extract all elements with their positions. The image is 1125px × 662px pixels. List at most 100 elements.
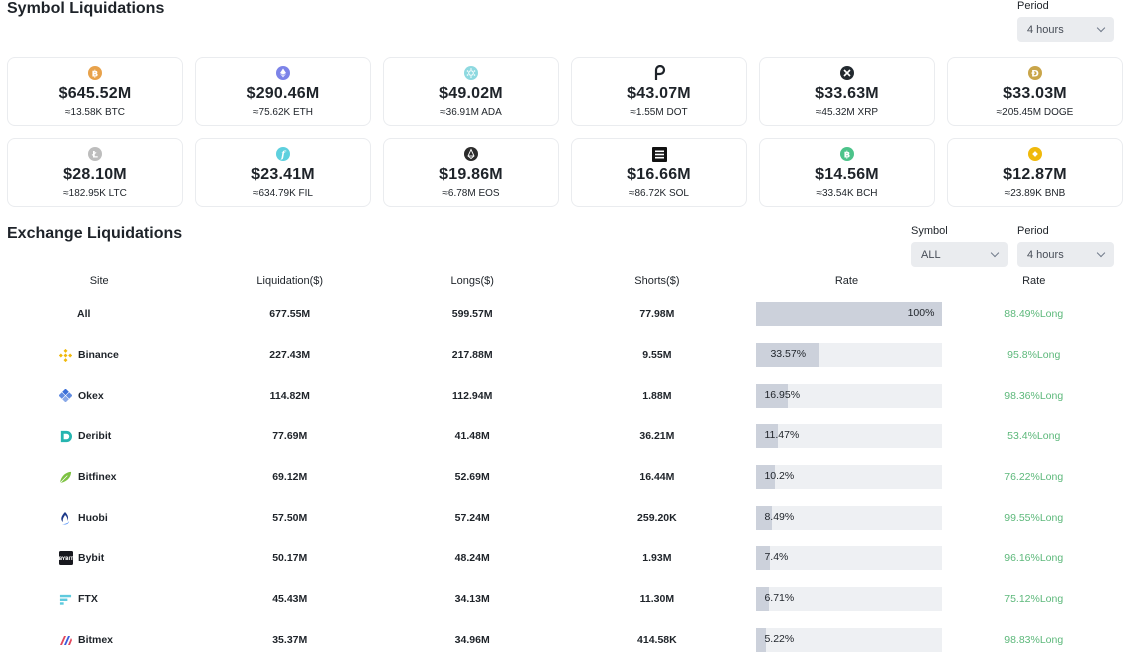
rate-bar-fill	[756, 546, 771, 571]
shorts-value: 16.44M	[639, 471, 675, 484]
rate-bar: 100%	[756, 302, 943, 327]
longs-value: 112.94M	[452, 389, 493, 402]
table-row: Huobi 57.50M 57.24M 259.20K 8.49% 99.55%Long	[0, 497, 1125, 538]
card-coin-amount: ≈36.91M ADA	[440, 107, 502, 118]
symbol-select[interactable]: ALL	[911, 242, 1008, 267]
symbol-card[interactable]: $49.02M ≈36.91M ADA	[383, 57, 559, 126]
liquidation-value: 114.82M	[269, 389, 310, 402]
long-ratio: 98.36%Long	[1004, 389, 1064, 402]
rate-cell: 16.95%	[750, 375, 943, 416]
rate-label: 8.49%	[764, 510, 795, 523]
rate-label: 33.57%	[770, 348, 807, 361]
period-select[interactable]: 4 hours	[1017, 242, 1114, 267]
header-long-rate: Rate	[1022, 275, 1046, 287]
card-coin-amount: ≈86.72K SOL	[629, 188, 689, 199]
card-amount: $43.07M	[627, 85, 691, 102]
symbol-card[interactable]: $19.86M ≈6.78M EOS	[383, 138, 559, 207]
site-name: Binance	[78, 349, 119, 362]
site-cell: Okex	[0, 375, 198, 416]
svg-text:f: f	[280, 151, 287, 161]
card-amount: $33.63M	[815, 85, 879, 102]
site-name: Huobi	[78, 511, 108, 524]
rate-cell: 8.49%	[750, 497, 943, 538]
rate-bar-fill	[756, 505, 773, 530]
rate-cell: 7.4%	[750, 538, 943, 579]
header-shorts: Shorts($)	[634, 275, 680, 287]
rate-bar: 16.95%	[756, 383, 943, 408]
symbol-card[interactable]: f $23.41M ≈634.79K FIL	[195, 138, 371, 207]
rate-bar-fill	[756, 465, 776, 490]
period-select[interactable]: 4 hours	[1017, 17, 1114, 42]
polkadot-icon	[652, 65, 666, 81]
rate-label: 11.47%	[764, 429, 800, 442]
site-cell: Bitfinex	[0, 457, 198, 498]
symbol-card[interactable]: $43.07M ≈1.55M DOT	[571, 57, 747, 126]
symbol-cards-grid: ฿ $645.52M ≈13.58K BTC $290.46M ≈75.62K ETH $…	[7, 57, 1123, 207]
ftx-icon	[59, 592, 73, 606]
site-cell: Huobi	[0, 497, 198, 538]
site-name: Bybit	[78, 552, 105, 565]
symbol-card[interactable]: $33.63M ≈45.32M XRP	[759, 57, 935, 126]
chevron-down-icon	[990, 248, 1000, 258]
svg-text:BYBIT: BYBIT	[59, 556, 73, 562]
period-select-value: 4 hours	[1027, 23, 1064, 36]
card-coin-amount: ≈75.62K ETH	[253, 107, 313, 118]
svg-text:฿: ฿	[844, 150, 850, 160]
header-site: Site	[89, 275, 109, 287]
shorts-value: 9.55M	[642, 349, 672, 362]
site-cell: Bitmex	[0, 620, 198, 661]
symbol-card[interactable]: Ł $28.10M ≈182.95K LTC	[7, 138, 183, 207]
symbol-label: Symbol	[911, 225, 948, 237]
rate-bar: 10.2%	[756, 465, 943, 490]
dogecoin-icon: Đ	[1028, 65, 1042, 81]
long-ratio: 96.16%Long	[1004, 552, 1064, 565]
card-amount: $12.87M	[1003, 166, 1067, 183]
rate-label: 7.4%	[764, 551, 789, 564]
shorts-value: 1.88M	[642, 389, 672, 402]
symbol-card[interactable]: $12.87M ≈23.89K BNB	[947, 138, 1123, 207]
symbol-card[interactable]: $290.46M ≈75.62K ETH	[195, 57, 371, 126]
site-name: Okex	[78, 389, 104, 402]
card-amount: $28.10M	[63, 166, 127, 183]
rate-bar-fill	[756, 627, 767, 652]
exchange-liquidations-table: Site Liquidation($) Longs($) Shorts($) R…	[0, 268, 1125, 660]
table-row: Deribit 77.69M 41.48M 36.21M 11.47% 53.4%Long	[0, 416, 1125, 457]
shorts-value: 36.21M	[639, 430, 675, 443]
rate-label: 16.95%	[764, 388, 801, 401]
liquidation-value: 45.43M	[272, 593, 308, 606]
symbol-card[interactable]: ฿ $14.56M ≈33.54K BCH	[759, 138, 935, 207]
bitcoin-icon: ฿	[88, 65, 102, 81]
card-amount: $290.46M	[246, 85, 320, 102]
site-name: All	[77, 308, 91, 321]
filecoin-icon: f	[276, 146, 290, 162]
card-coin-amount: ≈1.55M DOT	[630, 107, 688, 118]
card-coin-amount: ≈45.32M XRP	[815, 107, 879, 118]
site-label-wrap: Okex	[0, 389, 198, 403]
symbol-card[interactable]: Đ $33.03M ≈205.45M DOGE	[947, 57, 1123, 126]
site-name: Bitfinex	[78, 471, 117, 484]
longs-value: 34.96M	[454, 633, 490, 646]
bybit-icon: BYBIT	[59, 551, 73, 566]
site-label-wrap: BYBIT Bybit	[0, 551, 198, 566]
shorts-value: 1.93M	[642, 552, 672, 565]
period-label: Period	[1017, 225, 1049, 237]
period-label: Period	[1017, 0, 1049, 12]
rate-bar: 6.71%	[756, 587, 943, 612]
site-name: Deribit	[78, 430, 112, 443]
rate-bar: 7.4%	[756, 546, 943, 571]
rate-cell: 33.57%	[750, 335, 943, 376]
longs-value: 599.57M	[451, 308, 493, 321]
rate-label: 5.22%	[764, 632, 795, 645]
site-label-wrap: Huobi	[0, 511, 198, 525]
rate-bar: 11.47%	[756, 424, 943, 449]
site-cell: All	[0, 294, 198, 335]
rate-bar-fill	[756, 424, 778, 449]
longs-value: 52.69M	[454, 471, 490, 484]
symbol-card[interactable]: ฿ $645.52M ≈13.58K BTC	[7, 57, 183, 126]
binance-icon	[59, 348, 73, 362]
symbol-card[interactable]: $16.66M ≈86.72K SOL	[571, 138, 747, 207]
symbol-liquidations-title: Symbol Liquidations	[7, 0, 165, 17]
card-amount: $33.03M	[1003, 85, 1067, 102]
period-select-value: 4 hours	[1027, 248, 1064, 261]
card-coin-amount: ≈205.45M DOGE	[996, 107, 1074, 118]
